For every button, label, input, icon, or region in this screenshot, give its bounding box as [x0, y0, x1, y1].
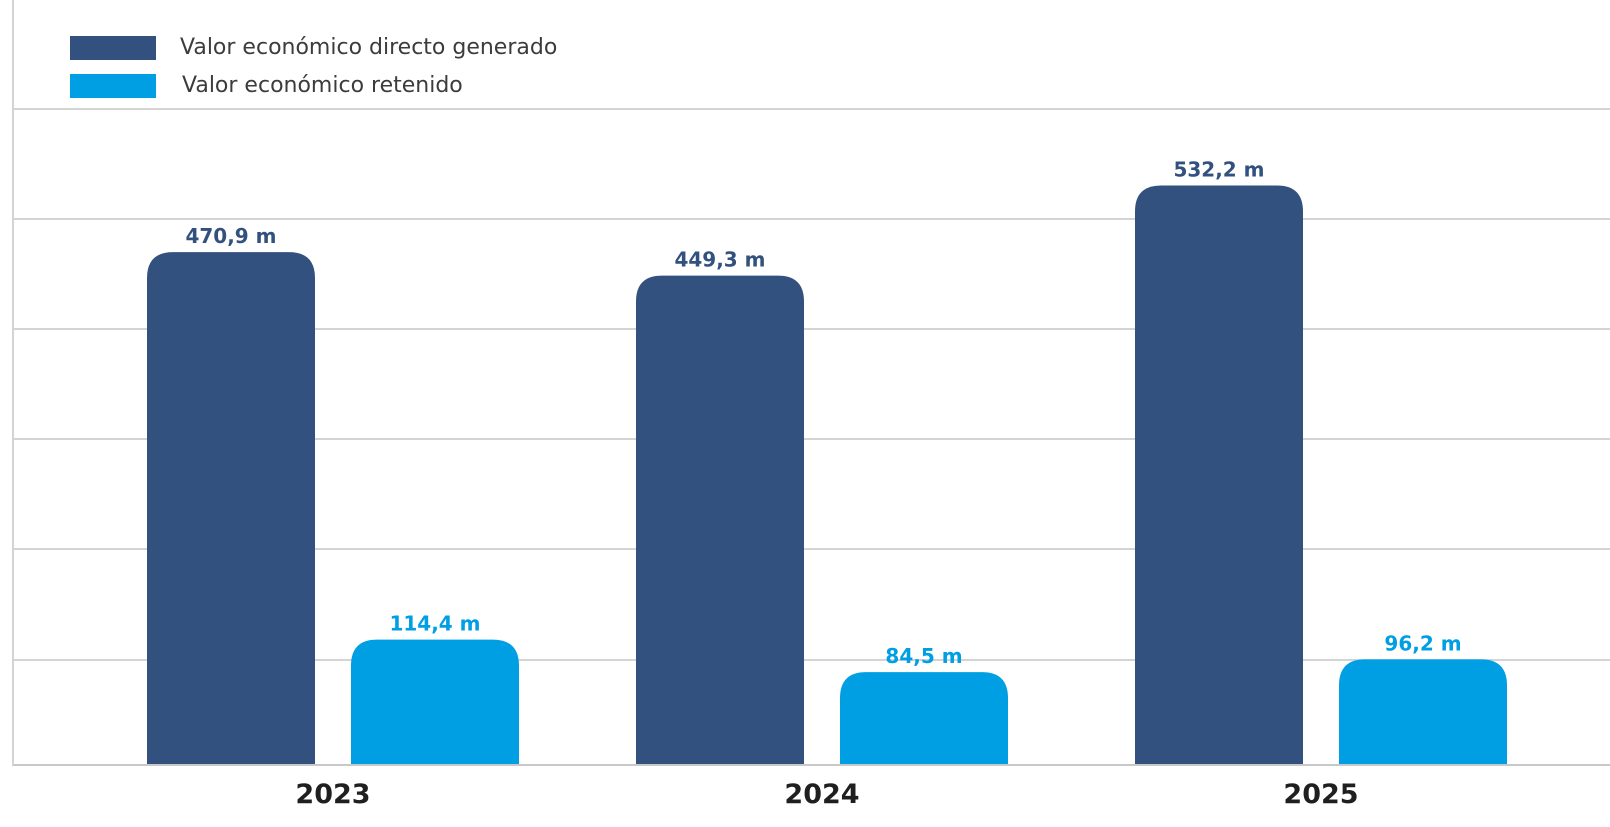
legend-label-retained: Valor económico retenido	[182, 71, 463, 101]
value-label-generated-2025: 532,2 m	[1173, 157, 1264, 181]
value-label-retained-2025: 96,2 m	[1384, 631, 1461, 655]
bar-retained-2025	[1339, 659, 1507, 764]
legend-label-generated: Valor económico directo generado	[180, 33, 557, 63]
bars-group	[147, 185, 1507, 764]
value-label-generated-2023: 470,9 m	[185, 224, 276, 248]
x-tick-label-2025: 2025	[1283, 779, 1358, 810]
value-label-generated-2024: 449,3 m	[674, 248, 765, 272]
bar-retained-2023	[351, 640, 519, 764]
bar-retained-2024	[840, 672, 1008, 764]
legend-swatch-retained	[70, 74, 156, 98]
bar-generated-2025	[1135, 185, 1303, 764]
x-tick-label-2024: 2024	[784, 779, 859, 810]
value-label-retained-2024: 84,5 m	[885, 644, 962, 668]
value-label-retained-2023: 114,4 m	[389, 612, 480, 636]
bar-generated-2023	[147, 252, 315, 764]
bar-generated-2024	[636, 276, 804, 764]
x-axis-labels-group: 2023 2024 2025	[295, 779, 1358, 810]
x-tick-label-2023: 2023	[295, 779, 370, 810]
legend-swatch-generated	[70, 36, 156, 60]
